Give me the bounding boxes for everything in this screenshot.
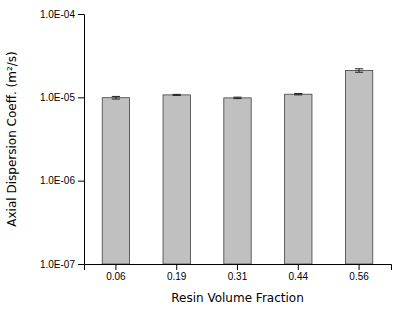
error-cap xyxy=(173,95,181,96)
bar xyxy=(285,94,312,264)
bar xyxy=(345,70,372,264)
tick-mark xyxy=(298,264,299,270)
error-line xyxy=(359,69,360,72)
tick-label: 0.56 xyxy=(349,271,369,282)
bar xyxy=(224,98,251,264)
error-cap xyxy=(173,94,181,95)
y-axis: 1.0E-07 1.0E-06 1.0E-05 1.0E-04 xyxy=(40,9,85,270)
tick-label: 0.44 xyxy=(289,271,309,282)
y-axis-title: Axial Dispersion Coeff. (m²/s) xyxy=(5,51,19,226)
tick-label: 1.0E-04 xyxy=(40,9,75,20)
tick: 0.06 xyxy=(106,264,126,282)
error-cap xyxy=(294,94,302,95)
error-cap xyxy=(112,98,120,99)
tick-mark xyxy=(78,264,84,265)
bar xyxy=(163,95,190,264)
tick-mark xyxy=(359,264,360,270)
tick-label: 1.0E-05 xyxy=(40,92,75,103)
tick-mark xyxy=(78,181,84,182)
tick-mark xyxy=(78,97,84,98)
error-bar xyxy=(233,97,241,98)
tick-mark xyxy=(237,264,238,270)
error-cap xyxy=(112,96,120,97)
tick-label: 1.0E-07 xyxy=(40,259,75,270)
error-bar xyxy=(112,96,120,99)
error-bar xyxy=(173,94,181,95)
x-axis: 0.06 0.19 0.31 0.44 0.56 xyxy=(85,264,392,282)
axis-line xyxy=(85,265,392,271)
tick-mark xyxy=(78,14,84,15)
axis-line xyxy=(78,15,85,265)
tick-label: 0.06 xyxy=(106,271,126,282)
tick: 1.0E-07 xyxy=(40,259,84,270)
tick-mark xyxy=(115,264,116,270)
x-axis-title: Resin Volume Fraction xyxy=(171,291,304,305)
tick: 0.19 xyxy=(167,264,187,282)
error-cap xyxy=(233,98,241,99)
tick-label: 0.19 xyxy=(167,271,187,282)
tick: 1.0E-06 xyxy=(40,175,84,186)
chart: 0.060.190.310.440.561.0E-071.0E-061.0E-0… xyxy=(0,0,405,314)
tick: 0.31 xyxy=(228,264,248,282)
bar xyxy=(102,98,129,264)
error-cap xyxy=(355,72,363,73)
error-cap xyxy=(355,68,363,69)
tick-mark xyxy=(176,264,177,270)
error-cap xyxy=(233,97,241,98)
error-cap xyxy=(294,93,302,94)
tick: 1.0E-05 xyxy=(40,92,84,103)
marks xyxy=(102,69,373,264)
plot: 0.060.190.310.440.561.0E-071.0E-061.0E-0… xyxy=(40,9,392,282)
tick: 1.0E-04 xyxy=(40,9,84,20)
tick: 0.44 xyxy=(289,264,309,282)
tick-label: 1.0E-06 xyxy=(40,175,75,186)
error-bar xyxy=(355,69,363,72)
tick-label: 0.31 xyxy=(228,271,248,282)
error-bar xyxy=(294,94,302,95)
tick: 0.56 xyxy=(349,264,369,282)
